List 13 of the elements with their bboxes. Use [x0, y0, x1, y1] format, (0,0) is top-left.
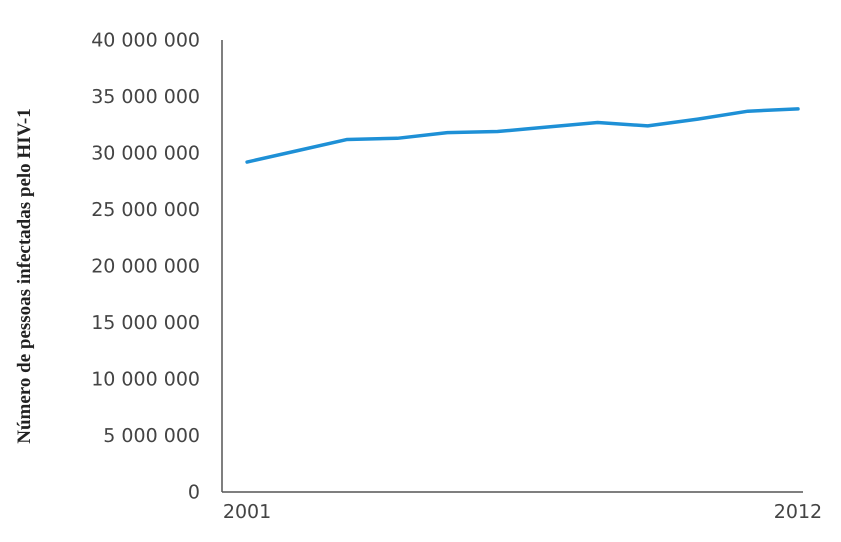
y-tick-label: 40 000 000 [91, 30, 200, 52]
y-tick-label: 25 000 000 [91, 199, 200, 222]
y-tick-label: 5 000 000 [103, 425, 200, 448]
x-tick-label: 2012 [774, 501, 822, 523]
y-tick-label: 0 [188, 482, 200, 504]
y-tick-label: 15 000 000 [91, 312, 200, 334]
y-tick-label: 20 000 000 [91, 256, 200, 278]
y-tick-label: 35 000 000 [91, 86, 200, 108]
y-axis-title: Número de pessoas infectadas pelo HIV-1 [14, 108, 35, 444]
y-tick-label: 30 000 000 [91, 142, 200, 165]
x-tick-label: 2001 [222, 501, 272, 523]
y-tick-label: 10 000 000 [91, 368, 200, 391]
line-series [245, 107, 800, 164]
